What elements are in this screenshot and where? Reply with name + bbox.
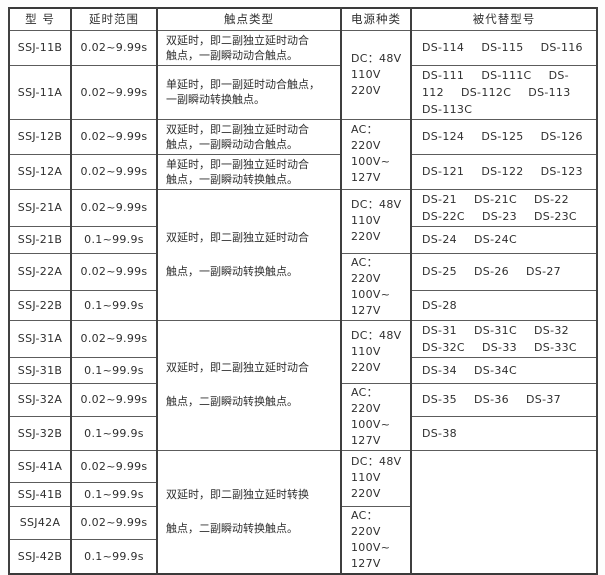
table-row: SSJ-21B 0.1~99.9s DS-24 DS-24C [8, 225, 598, 254]
delay-cell: 0.02~9.99s [70, 29, 158, 66]
table-row: SSJ-12A 0.02~9.99s 单延时，即一副独立延时动合 触点，一副瞬动… [8, 153, 598, 190]
header-model: 型 号 [8, 7, 72, 31]
model-cell: SSJ-22A [8, 252, 72, 292]
table-row: SSJ-32B 0.1~99.9s DS-38 [8, 416, 598, 451]
contact-type-cell: 双延时，即二副独立延时转换 触点，二副瞬动转换触点。 [156, 449, 342, 574]
delay-cell: 0.02~9.99s [70, 188, 158, 227]
contact-type-cell: 单延时，即一副延时动合触点， 一副瞬动转换触点。 [156, 64, 342, 120]
model-cell: SSJ-21A [8, 188, 72, 227]
table-row: SSJ-41A 0.02~9.99s 双延时，即二副独立延时转换 触点，二副瞬动… [8, 449, 598, 574]
replaced-models-cell: DS-114 DS-115 DS-116 [410, 29, 598, 66]
replaced-models-cell: DS-34 DS-34C [410, 356, 598, 384]
model-cell: SSJ42A [8, 505, 72, 541]
power-cell-dc: DC：48V 110V 220V [340, 29, 412, 120]
power-cell-ac: AC：220V 100V~ 127V [340, 252, 412, 321]
model-cell: SSJ-11A [8, 64, 72, 120]
replaced-models-cell-empty [410, 449, 598, 574]
model-cell: SSJ-21B [8, 225, 72, 254]
replaced-models-cell: DS-35 DS-36 DS-37 [410, 382, 598, 417]
table-row: SSJ-31B 0.1~99.9s DS-34 DS-34C [8, 356, 598, 384]
delay-cell: 0.02~9.99s [70, 505, 158, 541]
table-row: SSJ-11B 0.02~9.99s 双延时，即二副独立延时动合 触点，一副瞬动… [8, 29, 598, 120]
power-cell-ac: AC：220V 100V~ 127V [340, 382, 412, 451]
model-cell: SSJ-22B [8, 290, 72, 321]
model-cell: SSJ-41A [8, 449, 72, 483]
delay-cell: 0.1~99.9s [70, 539, 158, 574]
delay-cell: 0.1~99.9s [70, 225, 158, 254]
delay-cell: 0.1~99.9s [70, 356, 158, 384]
model-cell: SSJ-12A [8, 153, 72, 190]
header-row: 型 号 延时范围 触点类型 电源种类 被代替型号 [8, 7, 598, 31]
model-cell: SSJ-32B [8, 416, 72, 451]
delay-cell: 0.02~9.99s [70, 319, 158, 358]
delay-cell: 0.1~99.9s [70, 416, 158, 451]
contact-type-cell: 双延时，即二副独立延时动合 触点，二副瞬动转换触点。 [156, 319, 342, 451]
power-cell-dc: DC：48V 110V 220V [340, 449, 412, 507]
table-row: SSJ-22B 0.1~99.9s DS-28 [8, 290, 598, 321]
delay-cell: 0.02~9.99s [70, 153, 158, 190]
contact-type-cell: 双延时，即二副独立延时动合 触点，一副瞬动动合触点。 [156, 118, 342, 155]
replaced-models-cell: DS-28 [410, 290, 598, 321]
replaced-models-cell: DS-111 DS-111C DS-112 DS-112C DS-113 DS-… [410, 64, 598, 120]
contact-type-cell: 单延时，即一副独立延时动合 触点，一副瞬动转换触点。 [156, 153, 342, 190]
replaced-models-cell: DS-38 [410, 416, 598, 451]
table-row: SSJ-22A 0.02~9.99s AC：220V 100V~ 127V DS… [8, 252, 598, 321]
table-row: SSJ-32A 0.02~9.99s AC：220V 100V~ 127V DS… [8, 382, 598, 451]
delay-cell: 0.02~9.99s [70, 252, 158, 292]
delay-cell: 0.02~9.99s [70, 382, 158, 417]
header-replaced-models: 被代替型号 [410, 7, 598, 31]
delay-cell: 0.02~9.99s [70, 118, 158, 155]
contact-type-cell: 双延时，即二副独立延时动合 触点，一副瞬动转换触点。 [156, 188, 342, 321]
replaced-models-cell: DS-25 DS-26 DS-27 [410, 252, 598, 292]
delay-cell: 0.02~9.99s [70, 449, 158, 483]
power-cell-ac: AC：220V 100V~ 127V [340, 505, 412, 574]
power-cell-dc: DC：48V 110V 220V [340, 319, 412, 384]
model-cell: SSJ-32A [8, 382, 72, 417]
table-row: SSJ-31A 0.02~9.99s 双延时，即二副独立延时动合 触点，二副瞬动… [8, 319, 598, 451]
model-cell: SSJ-11B [8, 29, 72, 66]
replaced-models-cell: DS-31 DS-31C DS-32 DS-32C DS-33 DS-33C [410, 319, 598, 358]
relay-spec-table: 型 号 延时范围 触点类型 电源种类 被代替型号 SSJ-11B 0.02~9.… [8, 7, 598, 575]
replaced-models-cell: DS-124 DS-125 DS-126 [410, 118, 598, 155]
table-row: SSJ-11A 0.02~9.99s 单延时，即一副延时动合触点， 一副瞬动转换… [8, 64, 598, 120]
delay-cell: 0.02~9.99s [70, 64, 158, 120]
table-row: SSJ-12B 0.02~9.99s 双延时，即二副独立延时动合 触点，一副瞬动… [8, 118, 598, 190]
header-contact-type: 触点类型 [156, 7, 342, 31]
contact-type-cell: 双延时，即二副独立延时动合 触点，一副瞬动动合触点。 [156, 29, 342, 66]
model-cell: SSJ-31A [8, 319, 72, 358]
model-cell: SSJ-12B [8, 118, 72, 155]
replaced-models-cell: DS-24 DS-24C [410, 225, 598, 254]
delay-cell: 0.1~99.9s [70, 290, 158, 321]
replaced-models-cell: DS-21 DS-21C DS-22 DS-22C DS-23 DS-23C [410, 188, 598, 227]
model-cell: SSJ-42B [8, 539, 72, 574]
power-cell-dc: DC：48V 110V 220V [340, 188, 412, 254]
power-cell-ac: AC：220V 100V~ 127V [340, 118, 412, 190]
table-row: SSJ-21A 0.02~9.99s 双延时，即二副独立延时动合 触点，一副瞬动… [8, 188, 598, 321]
header-delay-range: 延时范围 [70, 7, 158, 31]
replaced-models-cell: DS-121 DS-122 DS-123 [410, 153, 598, 190]
header-power-type: 电源种类 [340, 7, 412, 31]
model-cell: SSJ-31B [8, 356, 72, 384]
